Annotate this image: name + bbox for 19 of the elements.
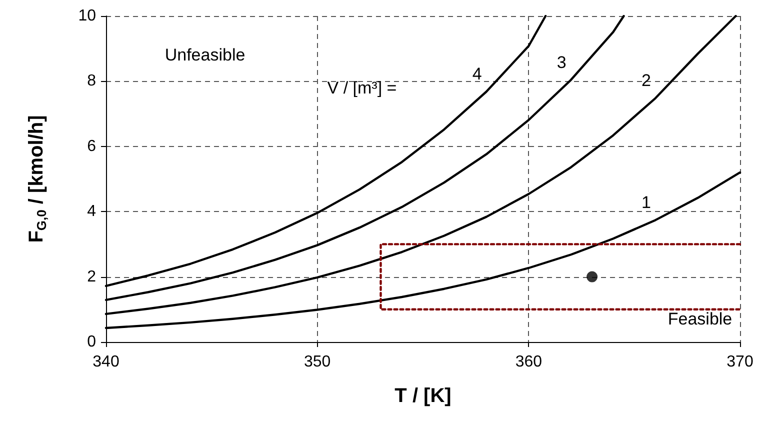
series-label: 1 (641, 193, 651, 212)
x-tick-label: 370 (726, 354, 754, 370)
x-tick-label: 340 (92, 354, 120, 370)
series-label: 2 (641, 71, 651, 90)
annotation: Feasible (668, 310, 732, 328)
y-tick-label: 6 (87, 138, 96, 155)
y-tick-label: 0 (87, 334, 96, 350)
y-tick-label: 10 (78, 8, 96, 24)
annotation: Unfeasible (164, 46, 246, 64)
y-axis-title: FG,0 / [kmol/h] (26, 115, 49, 243)
series-label: 3 (556, 52, 566, 72)
y-tick-label: 8 (87, 72, 96, 90)
y-tick-label: 2 (87, 268, 96, 286)
x-axis-title: T / [K] (394, 385, 452, 407)
annotation: V / [m³] = (327, 78, 397, 98)
x-tick-label: 360 (515, 354, 542, 370)
x-tick-label: 350 (304, 354, 331, 370)
series-label: 4 (472, 64, 482, 84)
y-tick-label: 4 (87, 203, 96, 220)
